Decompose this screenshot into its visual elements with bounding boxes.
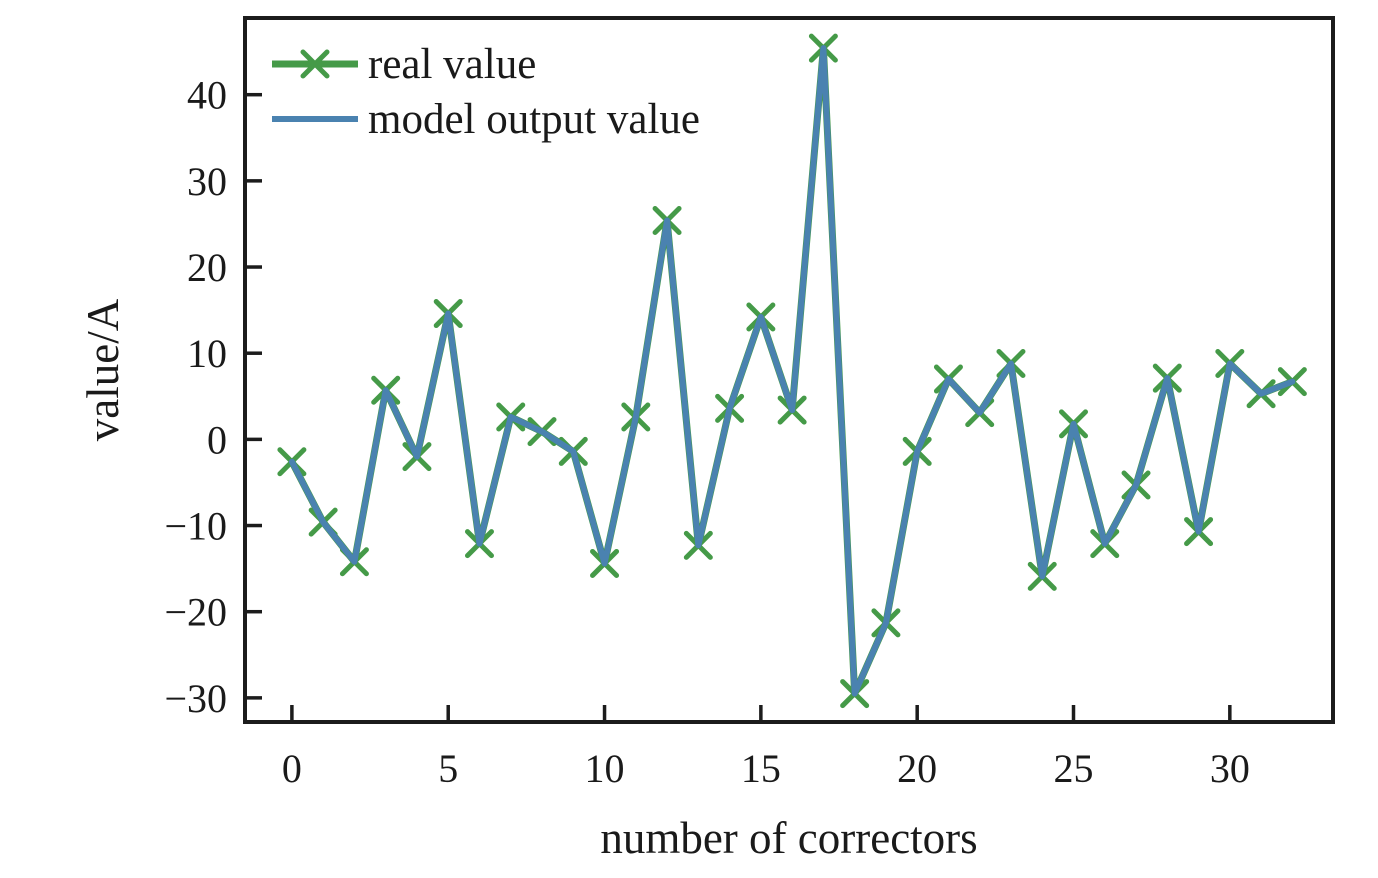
y-tick-label: −30 [164,676,227,721]
y-tick-label: 10 [187,331,227,376]
y-tick-label: 40 [187,73,227,118]
x-tick-label: 30 [1210,746,1250,791]
series-model-output-value-line [288,45,1296,697]
y-tick-label: 30 [187,159,227,204]
y-tick-label: 0 [207,417,227,462]
y-tick-label: −10 [164,504,227,549]
legend-label: model output value [368,96,700,143]
legend-item-model-output-value: model output value [270,97,700,142]
legend-label: real value [368,41,537,88]
x-tick-label: 20 [897,746,937,791]
series-real-value-line [288,44,1296,698]
legend-sample-model-output-value-line-icon [272,116,358,122]
y-tick-label: −20 [164,590,227,635]
x-tick-label: 15 [741,746,781,791]
x-tick-label: 5 [438,746,458,791]
x-tick-label: 25 [1054,746,1094,791]
legend: real value model output value [270,42,700,142]
x-axis-label: number of correctors [600,813,978,863]
legend-item-real-value: real value [270,42,700,87]
y-tick-label: 20 [187,245,227,290]
legend-sample-real-value-line-with-x-marker-icon [272,49,358,79]
x-tick-label: 10 [585,746,625,791]
legend-x-marker-icon [300,49,330,79]
x-tick-label: 0 [282,746,302,791]
y-axis-label: value/A [78,298,128,442]
axes-frame [243,16,1335,724]
